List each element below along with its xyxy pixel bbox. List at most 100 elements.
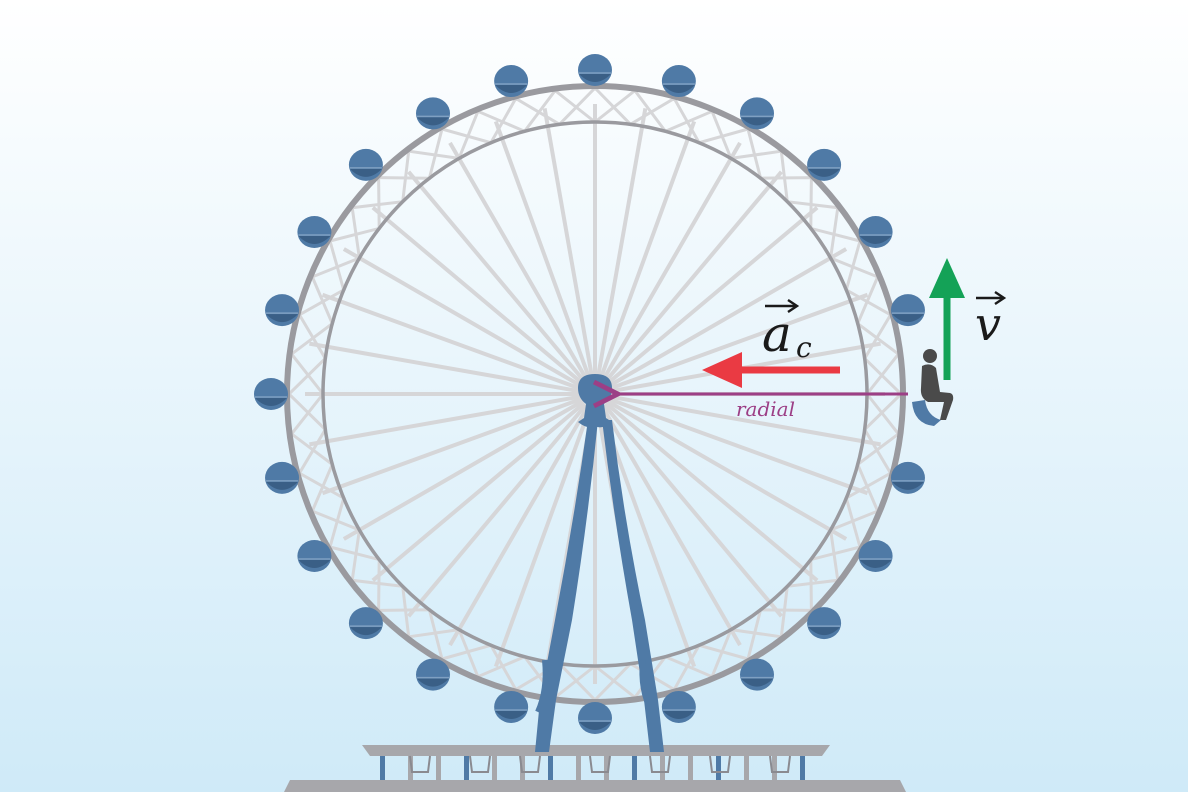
platform-deck bbox=[362, 745, 830, 756]
ferris-wheel bbox=[254, 54, 925, 734]
cabin bbox=[858, 216, 893, 248]
cabin-base bbox=[579, 722, 611, 730]
spoke bbox=[407, 403, 588, 618]
cabin bbox=[265, 461, 300, 494]
cabin bbox=[494, 690, 529, 723]
spoke bbox=[321, 292, 583, 392]
platform-pillar bbox=[576, 756, 581, 780]
cabin-base bbox=[579, 74, 611, 82]
spoke bbox=[321, 396, 583, 496]
platform-arch bbox=[649, 755, 671, 773]
cabin-base bbox=[808, 168, 841, 177]
cabins bbox=[254, 54, 925, 734]
cabin bbox=[416, 658, 450, 691]
tower-brace-right bbox=[639, 659, 655, 714]
platform-arch bbox=[709, 755, 731, 773]
spoke bbox=[448, 405, 590, 647]
spoke bbox=[371, 401, 586, 582]
cabin bbox=[807, 607, 842, 640]
platform-arch bbox=[469, 755, 491, 773]
cabin bbox=[297, 216, 332, 248]
cabin-base bbox=[741, 117, 773, 126]
cabin-base bbox=[891, 481, 924, 490]
rider-cabin bbox=[912, 349, 954, 426]
cabin-base bbox=[859, 236, 892, 244]
spoke bbox=[342, 247, 584, 389]
platform-pillar bbox=[688, 756, 693, 780]
spoke bbox=[604, 206, 819, 387]
spoke bbox=[342, 399, 584, 541]
acceleration-arrow bbox=[702, 352, 840, 388]
spoke bbox=[600, 141, 742, 383]
cabin-base bbox=[662, 85, 695, 94]
cabin-base bbox=[495, 85, 528, 94]
cabin bbox=[297, 540, 332, 572]
cabin bbox=[890, 294, 925, 327]
platform-pillar bbox=[380, 756, 385, 780]
platform-pillar bbox=[800, 756, 805, 780]
cabin bbox=[740, 97, 774, 130]
rider-cabin-shell bbox=[912, 400, 941, 426]
platform-pillar bbox=[744, 756, 749, 780]
velocity-arrow bbox=[929, 258, 965, 380]
platform-pillar bbox=[464, 756, 469, 780]
spoke bbox=[608, 394, 881, 447]
platform-arch bbox=[769, 755, 791, 773]
spoke bbox=[371, 206, 586, 387]
cabin-base bbox=[808, 627, 841, 636]
cabin bbox=[348, 607, 383, 640]
tower-leg-right bbox=[602, 420, 664, 752]
acceleration-vector-arrow-icon bbox=[765, 299, 800, 313]
tower-brace-left bbox=[535, 659, 549, 714]
platform bbox=[284, 745, 906, 792]
cabin-base bbox=[859, 560, 892, 568]
spoke bbox=[602, 403, 783, 618]
spoke bbox=[606, 247, 848, 389]
cabin-base bbox=[298, 560, 331, 568]
platform-pillar bbox=[716, 756, 721, 780]
platform-pillar bbox=[492, 756, 497, 780]
spoke bbox=[595, 108, 648, 381]
platform-pillar bbox=[548, 756, 553, 780]
acceleration-label: a c bbox=[762, 299, 812, 364]
support-tower bbox=[535, 420, 664, 752]
cabin bbox=[265, 294, 300, 327]
velocity-symbol: v bbox=[975, 297, 1001, 351]
cabin-base bbox=[349, 168, 382, 177]
spoke bbox=[602, 170, 783, 385]
velocity-vector-arrow-icon bbox=[976, 291, 1007, 305]
cabin-base bbox=[298, 236, 331, 244]
platform-arch bbox=[409, 755, 431, 773]
spoke bbox=[542, 108, 595, 381]
cabin-base bbox=[349, 627, 382, 636]
spoke bbox=[604, 401, 819, 582]
radial-label: radial bbox=[736, 397, 795, 421]
cabin bbox=[661, 690, 696, 723]
cabin bbox=[348, 148, 383, 181]
platform-pillar bbox=[604, 756, 609, 780]
cabin bbox=[416, 97, 450, 130]
cabin-base bbox=[662, 710, 695, 719]
spoke bbox=[448, 141, 590, 383]
platform-arch bbox=[519, 755, 541, 773]
cabin bbox=[578, 54, 612, 86]
cabin-base bbox=[741, 678, 773, 687]
ground-base bbox=[284, 780, 906, 792]
platform-pillar bbox=[632, 756, 637, 780]
acceleration-symbol: a bbox=[762, 305, 792, 363]
rider-icon bbox=[920, 349, 954, 420]
wheel-spokes bbox=[305, 104, 885, 684]
spoke bbox=[493, 406, 593, 668]
tower-leg-left bbox=[535, 420, 598, 752]
spoke bbox=[607, 396, 869, 496]
platform-pillar bbox=[660, 756, 665, 780]
platform-pillar bbox=[772, 756, 777, 780]
acceleration-subscript: c bbox=[796, 331, 812, 364]
velocity-label: v bbox=[975, 291, 1007, 351]
spoke bbox=[607, 292, 869, 392]
cabin-base bbox=[266, 481, 299, 490]
cabin-base bbox=[266, 314, 299, 323]
spoke bbox=[493, 120, 593, 382]
cabin bbox=[890, 461, 925, 494]
cabin-base bbox=[891, 314, 924, 323]
